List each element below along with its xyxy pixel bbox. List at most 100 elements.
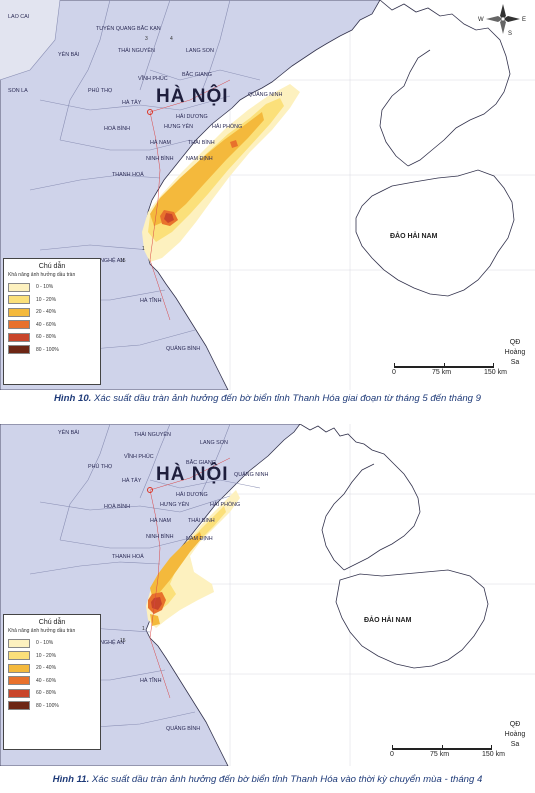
label-haiphong: HẢI PHÒNG (210, 501, 240, 508)
caption-text: Xác suất dầu tràn ảnh hưởng đến bờ biển … (89, 774, 483, 785)
route-4: 4 (170, 36, 173, 42)
legend-row: 60 - 80% (8, 331, 96, 344)
hoangsa-label-11: QĐ Hoàng Sa (504, 721, 526, 748)
legend-row: 80 - 100% (8, 344, 96, 357)
compass-s: S (508, 31, 512, 36)
label-ninhbinh: NINH BÌNH (146, 533, 174, 540)
legend-swatch (8, 332, 30, 342)
label-haiphong: HẢI PHÒNG (212, 123, 242, 130)
china-coast (299, 424, 421, 571)
caption-11: Hình 11. Xác suất dầu tràn ảnh hưởng đến… (0, 774, 535, 785)
scale-label-150: 150 km (482, 751, 505, 758)
label-langson: LANG SON (200, 440, 228, 446)
oil-spill-zones (146, 490, 240, 628)
capital-label: HÀ NỘI (156, 463, 229, 485)
label-thanhhoa: THANH HOÁ (112, 553, 144, 560)
label-langson: LANG SON (186, 48, 214, 54)
route-3: 3 (145, 36, 148, 42)
label-sonla: SON LA (8, 88, 28, 94)
label-hungyen: HƯNG YÊN (164, 122, 193, 130)
legend-row: 80 - 100% (8, 700, 96, 713)
compass-rose: W E S (478, 2, 528, 36)
leizhou-peninsula (321, 463, 375, 571)
caption-figure-number: Hình 10. (54, 393, 92, 404)
hainan-island (335, 569, 489, 669)
map-figure-11: YÊN BÁI THÁI NGUYÊN LANG SON PHÚ THỌ VĨN… (0, 424, 535, 766)
compass-e: E (522, 17, 526, 23)
compass-w: W (478, 17, 484, 23)
label-thainguyen: THÁI NGUYÊN (134, 430, 171, 438)
label-vinhphuc: VĨNH PHÚC (138, 75, 168, 82)
hainan-island (355, 169, 515, 297)
label-yenbai: YÊN BÁI (58, 428, 79, 436)
label-hanam: HÀ NAM (150, 517, 171, 524)
scale-label-75: 75 km (430, 751, 450, 758)
legend-row: 0 - 10% (8, 281, 96, 294)
caption-text: Xác suất dầu tràn ảnh hưởng đến bờ biển … (91, 393, 481, 404)
label-thaibinh: THÁI BÌNH (188, 139, 215, 146)
legend-row: 40 - 60% (8, 675, 96, 688)
scale-bar-10: 0 75 km 150 km (392, 363, 507, 386)
legend-row: 60 - 80% (8, 687, 96, 700)
label-hatinh: HÀ TĨNH (140, 297, 162, 304)
label-hoabinh: HOÀ BÌNH (104, 503, 130, 510)
legend-row: 10 - 20% (8, 650, 96, 663)
label-quangninh: QUẢNG NINH (248, 91, 283, 98)
roads (149, 457, 231, 699)
legend-swatch (8, 651, 30, 661)
leizhou-peninsula (379, 49, 431, 167)
map-figure-10: LAO CAI TUYÊN QUANG BẮC KẠN YÊN BÁI THÁI… (0, 0, 535, 390)
caption-figure-number: Hình 11. (52, 774, 90, 785)
scale-label-0: 0 (390, 751, 394, 758)
legend-row: 40 - 60% (8, 319, 96, 332)
label-laocai: LAO CAI (8, 14, 29, 20)
label-thainguyen: THÁI NGUYÊN (118, 46, 155, 54)
label-thanhhoa: THANH HOÁ (112, 171, 144, 178)
label-phutho: PHÚ THỌ (88, 463, 112, 470)
legend-row: 0 - 10% (8, 637, 96, 650)
legend-swatch (8, 701, 30, 711)
capital-marker (147, 487, 153, 493)
scale-label-0: 0 (392, 369, 396, 376)
scale-bar-11: 0 75 km 150 km (390, 745, 505, 766)
legend-title: Chú dẫn (38, 263, 66, 270)
label-phutho: PHÚ THỌ (88, 87, 112, 94)
route-15: 15 (120, 638, 126, 644)
route-1: 1 (142, 626, 145, 632)
label-namdinh: NAM ĐỊNH (186, 536, 213, 542)
label-quangbinh: QUẢNG BÌNH (166, 345, 200, 352)
caption-10: Hình 10. Xác suất dầu tràn ảnh hưởng đến… (0, 393, 535, 404)
label-haiduong: HẢI DƯƠNG (176, 491, 208, 498)
legend-row: 10 - 20% (8, 294, 96, 307)
label-bacgiang: BẮC GIANG (186, 458, 216, 466)
route-15: 15 (120, 258, 126, 264)
island-label: ĐẢO HẢI NAM (390, 231, 438, 240)
label-nghean: NGHỆ AN (100, 638, 124, 646)
foreign-territory (0, 0, 60, 80)
label-hungyen: HƯNG YÊN (160, 500, 189, 508)
legend-swatch (8, 307, 30, 317)
legend-subtitle: Khả năng ảnh hưởng dầu tràn (8, 272, 76, 278)
capital-label: HÀ NỘI (156, 85, 229, 107)
capital-marker (147, 109, 153, 115)
hoangsa-label-10: QĐ Hoàng Sa (504, 339, 526, 366)
label-yenbai: YÊN BÁI (58, 50, 79, 58)
label-vinhphuc: VĨNH PHÚC (124, 453, 154, 460)
legend-swatch (8, 345, 30, 355)
legend-swatch (8, 638, 30, 648)
province-borders (0, 0, 261, 351)
label-haiduong: HẢI DƯƠNG (176, 113, 208, 120)
legend-row: 20 - 40% (8, 306, 96, 319)
label-namdinh: NAM ĐỊNH (186, 156, 213, 162)
oil-spill-zones (142, 84, 300, 262)
label-hatay: HÀ TÂY (122, 99, 142, 106)
legend-row: 20 - 40% (8, 662, 96, 675)
label-hatay: HÀ TÂY (122, 477, 142, 484)
label-bacgiang: BẮC GIANG (182, 70, 212, 78)
legend-11: Chú dẫn Khả năng ảnh hưởng dầu tràn 0 - … (3, 614, 101, 750)
legend-swatch (8, 295, 30, 305)
label-hatinh: HÀ TĨNH (140, 677, 162, 684)
label-tuyenquang-backan: TUYÊN QUANG BẮC KẠN (96, 24, 161, 32)
label-hoabinh: HOÀ BÌNH (104, 125, 130, 132)
route-1: 1 (142, 246, 145, 252)
